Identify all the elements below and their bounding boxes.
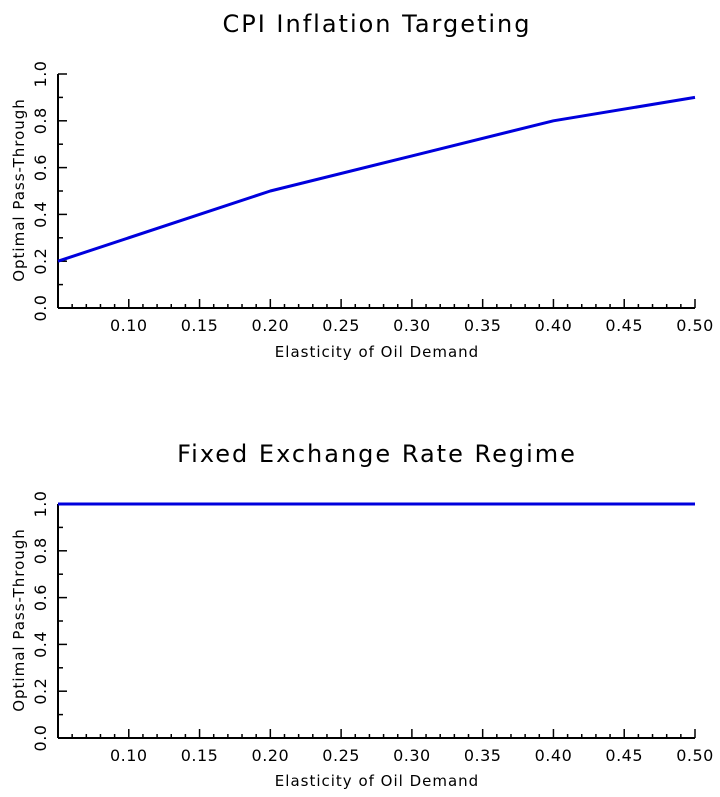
y-tick-label: 0.6	[31, 584, 50, 611]
x-tick-label: 0.15	[181, 316, 219, 335]
x-tick-label: 0.20	[252, 316, 290, 335]
series-line	[58, 97, 695, 261]
y-axis-label: Optimal Pass-Through	[10, 528, 28, 712]
x-tick-label: 0.35	[464, 746, 502, 765]
y-tick-label: 0.6	[31, 154, 50, 181]
x-tick-label: 0.45	[605, 316, 643, 335]
y-axis-label: Optimal Pass-Through	[10, 98, 28, 282]
x-tick-label: 0.10	[110, 746, 148, 765]
y-tick-label: 0.0	[31, 725, 50, 752]
x-tick-label: 0.50	[676, 316, 714, 335]
x-tick-label: 0.25	[322, 316, 360, 335]
y-tick-label: 0.0	[31, 295, 50, 322]
x-tick-label: 0.25	[322, 746, 360, 765]
y-tick-label: 0.4	[31, 631, 50, 658]
x-tick-label: 0.40	[535, 316, 573, 335]
x-tick-label: 0.10	[110, 316, 148, 335]
x-axis-label: Elasticity of Oil Demand	[275, 772, 479, 790]
chart-panel-cpi: CPI Inflation Targeting Elasticity of Oi…	[10, 10, 714, 361]
chart-title: CPI Inflation Targeting	[222, 10, 531, 38]
chart-title: Fixed Exchange Rate Regime	[177, 440, 577, 468]
y-tick-label: 0.8	[31, 537, 50, 564]
y-tick-label: 0.4	[31, 201, 50, 228]
y-tick-label: 0.8	[31, 107, 50, 134]
y-tick-label: 1.0	[31, 61, 50, 88]
x-tick-label: 0.50	[676, 746, 714, 765]
x-tick-label: 0.30	[393, 746, 431, 765]
chart-panel-fixed: Fixed Exchange Rate Regime Elasticity of…	[10, 440, 714, 790]
x-tick-label: 0.15	[181, 746, 219, 765]
y-tick-label: 0.2	[31, 678, 50, 705]
x-tick-label: 0.20	[252, 746, 290, 765]
x-tick-label: 0.45	[605, 746, 643, 765]
x-tick-label: 0.40	[535, 746, 573, 765]
y-tick-label: 1.0	[31, 491, 50, 518]
x-tick-label: 0.30	[393, 316, 431, 335]
x-axis-label: Elasticity of Oil Demand	[275, 343, 479, 361]
y-tick-label: 0.2	[31, 248, 50, 275]
x-tick-label: 0.35	[464, 316, 502, 335]
